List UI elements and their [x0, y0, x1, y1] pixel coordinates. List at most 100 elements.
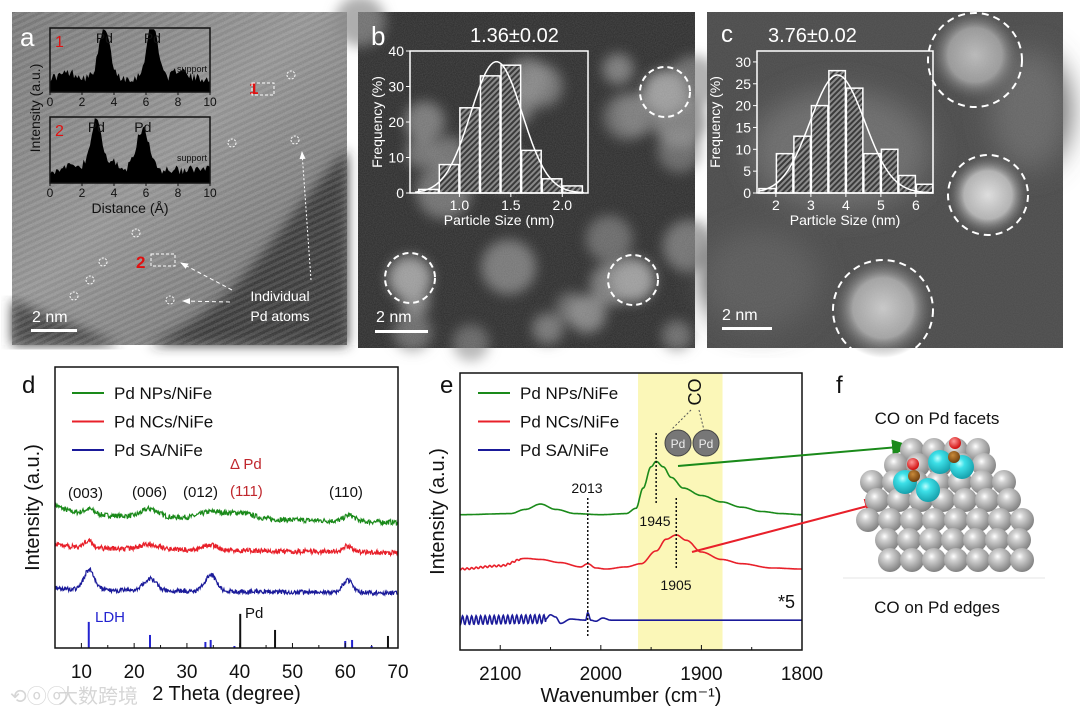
- mean-size-b: 1.36±0.02: [470, 25, 559, 47]
- x-tick-label: 4: [842, 197, 850, 213]
- single-atom-circle: [98, 257, 108, 267]
- inset-frame: [49, 116, 211, 184]
- arrow-to-facets: [677, 439, 912, 467]
- x-tick-label: 4: [111, 186, 118, 200]
- y-tick-label: 20: [388, 114, 404, 130]
- cluster-highlight-circle: [607, 254, 659, 306]
- single-atom-circle: [85, 275, 95, 285]
- profile-index: 2: [55, 123, 64, 140]
- y-tick-label: 10: [735, 141, 751, 157]
- x-tick-label: 10: [203, 95, 217, 109]
- pd-atom-sphere: [966, 508, 990, 532]
- pd-atom-sphere: [941, 528, 965, 552]
- legend-label: Pd NCs/NiFe: [114, 413, 213, 432]
- panel-label-a: a: [20, 22, 35, 52]
- atom-arrow-3: [299, 151, 312, 281]
- pd-nanoparticle-model: [856, 437, 1034, 572]
- carbon-atom: [948, 451, 960, 463]
- histogram-bar: [828, 69, 847, 194]
- x-axis-label: Particle Size (nm): [790, 212, 900, 228]
- x-tick-label: 6: [143, 186, 150, 200]
- y-tick-label: 40: [388, 43, 404, 59]
- scale-bar-b: [375, 330, 428, 333]
- y-tick-label: 30: [388, 79, 404, 95]
- x-tick-label: 20: [124, 662, 145, 683]
- drifts-curve-1: [459, 534, 802, 571]
- histogram-bar: [459, 107, 481, 194]
- pd-atom-sphere: [1007, 528, 1031, 552]
- x-tick-label: 10: [71, 662, 92, 683]
- histogram-bar: [793, 135, 812, 194]
- marker-label-2013: 2013: [571, 480, 602, 496]
- x-tick-label: 60: [335, 662, 356, 683]
- x-axis-label: Distance (Å): [91, 200, 168, 216]
- oxygen-atom: [949, 437, 961, 449]
- pd-atom-sphere: [944, 508, 968, 532]
- pd-atom-sphere: [860, 470, 884, 494]
- pd-atom-sphere: [865, 488, 889, 512]
- histogram-bar: [845, 87, 864, 194]
- annotation-pd-atoms: Pd atoms: [250, 308, 309, 324]
- panel-f-model: f CO on Pd facets CO on Pd edges: [836, 372, 1045, 617]
- gaussian-fit-curve: [758, 74, 933, 194]
- pd-atom-icon: [664, 429, 692, 457]
- pd-atom-sphere: [988, 548, 1012, 572]
- single-atom-circle: [69, 291, 79, 301]
- legend-label: Pd SA/NiFe: [114, 441, 203, 460]
- histogram-c: 0 5 10 15 20 25 30 2 3 4 5 6 Particle Size (nm) Frequ…: [707, 50, 934, 228]
- x-axis-label: 2 Theta (degree): [152, 683, 301, 705]
- scale-bar-a: [31, 329, 77, 332]
- profile-index: 1: [55, 34, 64, 51]
- pd-atom-sphere: [966, 548, 990, 572]
- y-tick-label: 30: [735, 54, 751, 70]
- pd-atom-sphere: [875, 528, 899, 552]
- peak-label-012: (012): [183, 484, 218, 501]
- y-tick-label: 0: [396, 185, 404, 201]
- histogram-bar: [479, 75, 501, 194]
- pd-atom-sphere: [1010, 548, 1034, 572]
- drifts-plot: 2100 2000 1900 1800 Wavenumber (cm⁻¹) Intensi…: [427, 372, 823, 707]
- y-tick-label: 10: [388, 150, 404, 166]
- co-bridge-region-highlight: [638, 373, 723, 650]
- pd-atom-icon: [692, 429, 720, 457]
- pd-atom-sphere: [856, 508, 880, 532]
- peak-label: Pd: [144, 30, 161, 46]
- pd-atom-sphere: [900, 508, 924, 532]
- scale-bar-label-c: 2 nm: [722, 307, 758, 324]
- particle-highlight-circle: [832, 259, 934, 361]
- y-axis-label: Intensity (a.u.): [27, 64, 43, 153]
- region-box-1: [251, 82, 275, 96]
- atom-arrow-2: [182, 298, 231, 305]
- y-tick-label: 0: [743, 185, 751, 201]
- line-profile-1: [50, 29, 210, 92]
- single-atom-circle: [227, 138, 237, 148]
- single-atom-circle: [131, 228, 141, 238]
- x-tick-label: 1.0: [450, 197, 470, 213]
- y-tick-label: 5: [743, 163, 751, 179]
- pd-atom-sphere: [988, 508, 1012, 532]
- panel-label-d: d: [22, 372, 35, 399]
- histogram-bar: [810, 104, 829, 194]
- x-tick-label: 4: [111, 95, 118, 109]
- x-tick-label: 2.0: [553, 197, 573, 213]
- marker-label-1945: 1945: [639, 513, 670, 529]
- panel-e-drifts: e 2100 2000 1900 1800 Wavenumber (cm⁻¹) Inten…: [427, 372, 823, 707]
- panel-d-xrd: d 10 20 30 40 50 60 70 2 Theta (degree) Intensit…: [10, 366, 409, 708]
- x-tick-label: 70: [387, 662, 408, 683]
- pd-atom-sphere: [900, 548, 924, 572]
- x-tick-label: 10: [203, 186, 217, 200]
- carbon-atom: [908, 470, 920, 482]
- pd-atom-sphere: [878, 548, 902, 572]
- y-axis-label: Frequency (%): [707, 76, 723, 168]
- x-tick-label: 3: [807, 197, 815, 213]
- x-tick-label: 2: [79, 95, 86, 109]
- drifts-curve-0: [460, 460, 802, 516]
- single-atom-circles: [69, 70, 300, 305]
- peak-label-006: (006): [132, 484, 167, 501]
- pd-atom-sphere: [997, 488, 1021, 512]
- watermark-logo-icon: ⟲ⓞⓞ: [10, 685, 67, 708]
- panel-c-micrograph: c 3.76±0.02 0 5 10 15 20 25 30 2 3 4 5 6 Particle Si…: [700, 10, 1070, 361]
